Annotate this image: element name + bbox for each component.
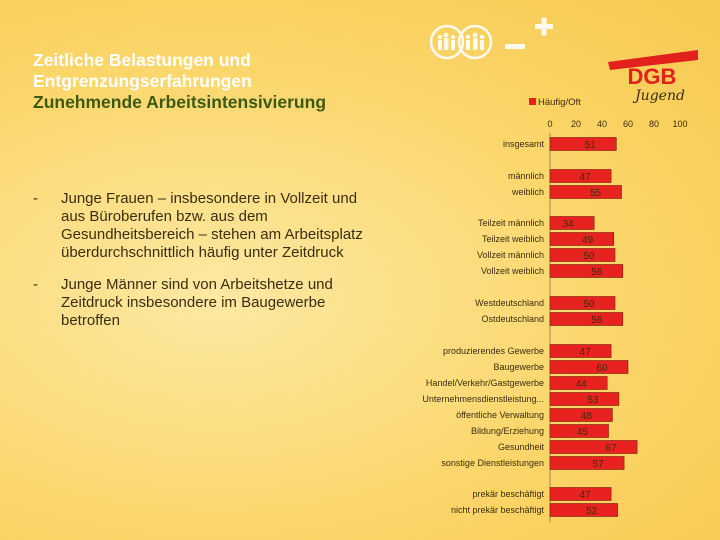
- x-tick-label: 40: [597, 119, 607, 129]
- data-label: 50: [583, 299, 595, 310]
- category-label: produzierendes Gewerbe: [443, 346, 544, 356]
- bar: [549, 392, 620, 406]
- category-label: männlich: [508, 171, 544, 181]
- bar: [549, 248, 616, 262]
- legend-swatch: [529, 98, 536, 105]
- title-line-1: Zeitliche Belastungen und: [33, 50, 251, 70]
- bar: [549, 456, 625, 470]
- bullet-list: - Junge Frauen – insbesondere in Vollzei…: [33, 190, 378, 344]
- category-label: sonstige Dienstleistungen: [441, 458, 544, 468]
- data-label: 47: [580, 490, 592, 501]
- data-label: 44: [576, 379, 588, 390]
- bullet-text: Junge Frauen – insbesondere in Vollzeit …: [61, 190, 363, 261]
- bar: [549, 296, 616, 310]
- data-label: 67: [606, 443, 618, 454]
- category-label: Unternehmensdienstleistung...: [422, 394, 544, 404]
- bar: [549, 408, 613, 422]
- data-label: 47: [580, 172, 592, 183]
- category-label: Ostdeutschland: [481, 314, 544, 324]
- data-label: 48: [581, 411, 593, 422]
- bar: [549, 344, 612, 358]
- bullet-item-men: - Junge Männer sind von Arbeitshetze und…: [33, 276, 378, 330]
- bullet-marker: -: [33, 190, 38, 207]
- x-tick-label: 80: [649, 119, 659, 129]
- data-label: 57: [593, 459, 605, 470]
- data-label: 50: [583, 251, 595, 262]
- category-label: Gesundheit: [498, 442, 545, 452]
- category-label: Bildung/Erziehung: [471, 426, 544, 436]
- x-tick-label: 20: [571, 119, 581, 129]
- data-label: 47: [580, 347, 592, 358]
- slide-title: Zeitliche Belastungen und Entgrenzungser…: [33, 50, 413, 113]
- bullet-marker: -: [33, 276, 38, 293]
- category-label: Baugewerbe: [493, 362, 544, 372]
- category-label: Vollzeit männlich: [477, 250, 544, 260]
- x-tick-label: 0: [547, 119, 552, 129]
- bar: [549, 360, 629, 374]
- data-label: 45: [577, 427, 589, 438]
- legend-label: Häufig/Oft: [538, 97, 581, 108]
- category-label: prekär beschäftigt: [472, 489, 544, 499]
- bar: [549, 440, 638, 454]
- bar: [549, 264, 624, 278]
- bar: [549, 137, 617, 151]
- category-label: weiblich: [511, 187, 544, 197]
- data-label: 53: [587, 395, 599, 406]
- bar: [549, 424, 609, 438]
- category-label: insgesamt: [503, 139, 545, 149]
- data-label: 49: [582, 235, 594, 246]
- bar: [549, 232, 615, 246]
- data-label: 34: [563, 219, 575, 230]
- title-line-2: Entgrenzungserfahrungen: [33, 71, 252, 91]
- bar: [549, 376, 608, 390]
- bullet-text: Junge Männer sind von Arbeitshetze und Z…: [61, 276, 333, 329]
- category-label: Handel/Verkehr/Gastgewerbe: [426, 378, 544, 388]
- bar: [549, 503, 618, 517]
- bullet-item-women: - Junge Frauen – insbesondere in Vollzei…: [33, 190, 378, 262]
- bar: [549, 169, 612, 183]
- logo-subtext: Jugend: [632, 88, 685, 104]
- data-label: 56: [591, 267, 603, 278]
- dgb-jugend-logo: DGB Jugend: [608, 50, 698, 104]
- data-label: 51: [585, 140, 597, 151]
- category-label: Teilzeit weiblich: [482, 234, 544, 244]
- category-label: Vollzeit weiblich: [481, 266, 544, 276]
- bar: [549, 216, 595, 230]
- category-label: nicht prekär beschäftigt: [451, 505, 545, 515]
- category-label: Teilzeit männlich: [478, 218, 544, 228]
- data-label: 56: [591, 315, 603, 326]
- data-label: 52: [586, 506, 598, 517]
- x-tick-label: 60: [623, 119, 633, 129]
- category-label: Westdeutschland: [475, 298, 544, 308]
- people-plus-minus-icon: [429, 17, 553, 60]
- data-label: 60: [596, 363, 608, 374]
- bar: [549, 312, 624, 326]
- logo-text: DGB: [628, 64, 677, 89]
- bar: [549, 185, 622, 199]
- category-label: öffentliche Verwaltung: [456, 410, 544, 420]
- bar: [549, 487, 612, 501]
- x-tick-label: 100: [672, 119, 687, 129]
- slide-subtitle: Zunehmende Arbeitsintensivierung: [33, 92, 327, 112]
- data-label: 55: [590, 188, 602, 199]
